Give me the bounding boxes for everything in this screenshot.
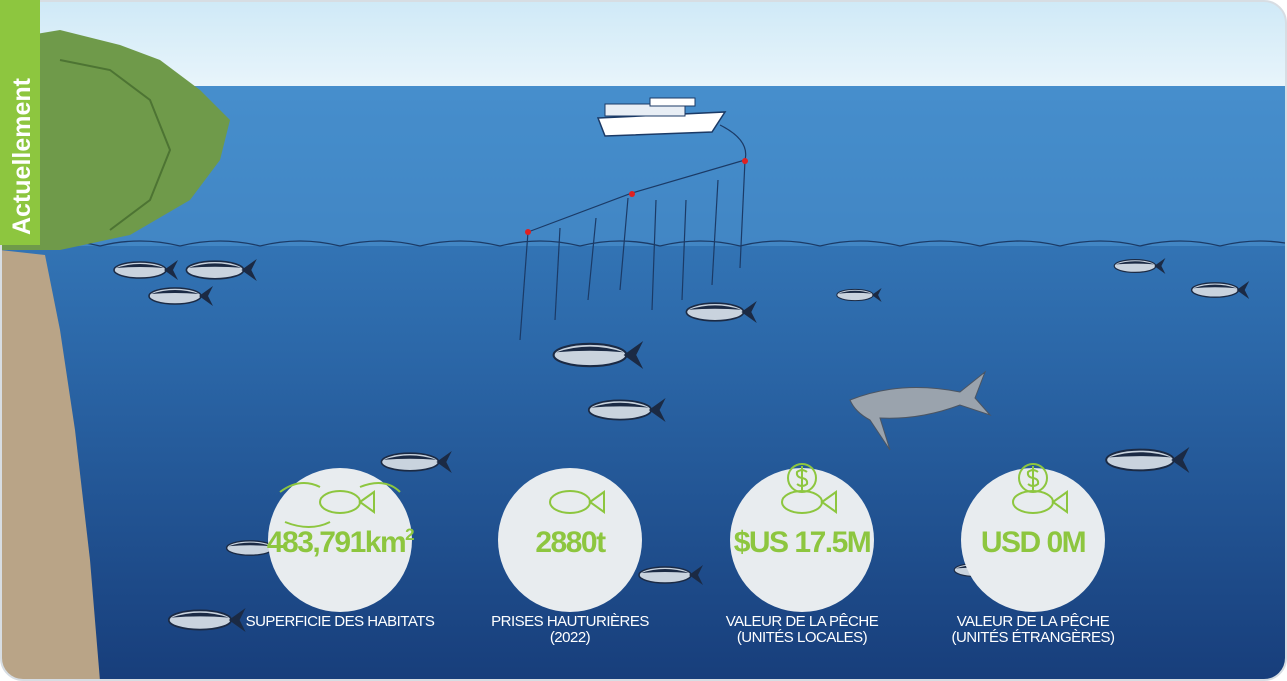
- fish: [638, 565, 703, 585]
- fish-back: [171, 612, 229, 618]
- fish-icon: [1012, 463, 1068, 514]
- sky: [1, 1, 1286, 90]
- stat-circle: [268, 468, 412, 612]
- icon-tail: [588, 490, 605, 514]
- stat-circle: [730, 468, 874, 612]
- fish-tail: [199, 286, 213, 306]
- fish-back: [1115, 261, 1155, 265]
- fish-back: [688, 305, 742, 310]
- fish-back: [116, 264, 164, 268]
- stats: 483,791km2 SUPERFICIE DES HABITATS 2880t PR…: [246, 463, 1116, 646]
- fish-tail: [436, 451, 452, 473]
- cliff: [1, 250, 100, 680]
- fish: [836, 288, 882, 302]
- fish-back: [228, 542, 272, 547]
- fish-tail: [1236, 281, 1250, 299]
- coin: [787, 463, 817, 493]
- fish: [1105, 447, 1190, 473]
- fish: [113, 260, 178, 280]
- fish-tail: [241, 259, 257, 281]
- stat-caption: PRISES HAUTURIÈRES: [491, 613, 649, 630]
- fish-back: [383, 455, 437, 460]
- stat-caption: VALEUR DE LA PÊCHE: [726, 613, 879, 630]
- boat: [596, 97, 727, 137]
- fish: [380, 451, 452, 473]
- fish-icon: [549, 490, 605, 514]
- fish: [167, 608, 246, 632]
- icon-tail: [358, 490, 375, 514]
- dollar: [795, 466, 809, 490]
- fish-back: [838, 290, 872, 294]
- floats: [525, 158, 748, 235]
- stat-caption: (UNITÉS LOCALES): [737, 629, 868, 646]
- stat-value: 483,791km2: [267, 525, 414, 559]
- fish-back: [556, 346, 624, 353]
- fish: [685, 301, 757, 323]
- icon-tail: [820, 490, 837, 514]
- stat-caption: (2022): [550, 629, 591, 646]
- fish-tail: [689, 565, 703, 585]
- stat-number: USD 0M: [981, 526, 1085, 559]
- wave-line: [19, 240, 1286, 247]
- fish: [148, 286, 213, 306]
- hill: [1, 30, 230, 250]
- fish-back: [591, 402, 649, 408]
- fish-back: [1108, 452, 1172, 458]
- stat-caption: VALEUR DE LA PÊCHE: [957, 613, 1110, 630]
- stat-value: 2880t: [535, 526, 606, 559]
- fish-back: [1193, 284, 1237, 289]
- side-label: Actuellement: [8, 77, 36, 235]
- fish-tail: [648, 398, 666, 422]
- fish-icon: [279, 482, 401, 528]
- fish: [185, 259, 257, 281]
- fish-tail: [871, 288, 882, 302]
- stat-value: USD 0M: [981, 526, 1085, 559]
- fish: [1113, 258, 1166, 274]
- side-tab: [0, 0, 40, 245]
- fish-group: [113, 258, 1250, 632]
- stat-circle: [498, 468, 642, 612]
- fish-tail: [164, 260, 178, 280]
- stat-caption: (UNITÉS ÉTRANGÈRES): [951, 629, 1115, 646]
- branch-lines: [519, 159, 746, 341]
- fish: [587, 398, 666, 422]
- stat-superscript: 2: [405, 525, 414, 544]
- fish: [1190, 281, 1250, 299]
- fish-back: [641, 569, 689, 573]
- stat-circle: [961, 468, 1105, 612]
- fish-back: [151, 290, 199, 294]
- icon-tail: [1051, 490, 1068, 514]
- shark: [849, 370, 992, 451]
- stat-number: $US 17.5M: [734, 526, 871, 559]
- fish-icon: [781, 463, 837, 514]
- stat-number: 2880t: [535, 526, 606, 559]
- hill-ridge: [59, 59, 172, 231]
- dollar: [1026, 466, 1040, 490]
- fish-tail: [228, 608, 246, 632]
- coin: [1018, 463, 1048, 493]
- stat-value: $US 17.5M: [734, 526, 871, 559]
- fish-tail: [1154, 258, 1166, 274]
- fish-back: [188, 263, 242, 268]
- waves: [279, 482, 401, 528]
- fish: [552, 341, 644, 369]
- fish-tail: [741, 301, 757, 323]
- fish-tail: [623, 341, 644, 369]
- stat-number: 483,791km: [267, 526, 405, 559]
- fish-tail: [1171, 447, 1190, 473]
- stat-caption: SUPERFICIE DES HABITATS: [246, 613, 435, 630]
